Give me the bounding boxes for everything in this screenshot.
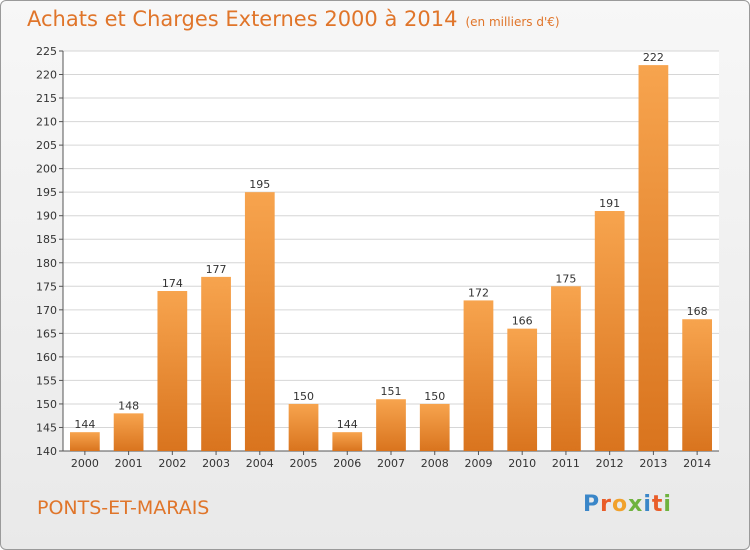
bar xyxy=(288,403,319,451)
logo-letter: o xyxy=(611,492,629,517)
y-tick-label: 195 xyxy=(36,186,57,199)
x-tick-label: 2012 xyxy=(596,457,624,470)
bar xyxy=(376,399,406,451)
bar xyxy=(157,291,188,451)
bar xyxy=(113,413,144,451)
bar xyxy=(682,319,713,451)
x-tick-label: 2005 xyxy=(290,457,318,470)
y-tick-label: 185 xyxy=(36,233,57,246)
x-tick-label: 2010 xyxy=(508,457,536,470)
bar-value-label: 150 xyxy=(424,390,445,403)
bar-value-label: 150 xyxy=(293,390,314,403)
bar-value-label: 172 xyxy=(468,286,489,299)
y-tick-label: 190 xyxy=(36,210,57,223)
x-tick-label: 2001 xyxy=(115,457,143,470)
y-tick-label: 150 xyxy=(36,398,57,411)
x-tick-label: 2003 xyxy=(202,457,230,470)
bar-value-label: 177 xyxy=(206,263,227,276)
logo-letter: t xyxy=(651,492,664,517)
x-tick-label: 2004 xyxy=(246,457,274,470)
y-tick-label: 140 xyxy=(36,445,57,458)
bar-value-label: 144 xyxy=(74,418,95,431)
bar-value-label: 222 xyxy=(643,51,664,64)
chart-subtitle: (en milliers d'€) xyxy=(465,15,560,29)
bar-value-label: 166 xyxy=(512,315,533,328)
logo-letter: i xyxy=(643,492,652,517)
y-tick-label: 175 xyxy=(36,280,57,293)
bar xyxy=(463,300,494,451)
bar xyxy=(332,432,363,451)
bar-value-label: 144 xyxy=(337,418,358,431)
y-tick-label: 165 xyxy=(36,327,57,340)
y-tick-label: 210 xyxy=(36,116,57,129)
bar xyxy=(419,403,450,451)
bar-value-label: 174 xyxy=(162,277,183,290)
bar xyxy=(201,276,231,451)
logo-letter: P xyxy=(583,492,601,517)
y-tick-label: 200 xyxy=(36,163,57,176)
proxiti-logo: Proxiti xyxy=(583,492,672,517)
bar xyxy=(594,211,625,451)
x-tick-label: 2002 xyxy=(158,457,186,470)
chart-title-text: Achats et Charges Externes 2000 à 2014 xyxy=(27,7,458,31)
bar-value-label: 175 xyxy=(555,272,576,285)
x-tick-label: 2000 xyxy=(71,457,99,470)
x-tick-label: 2011 xyxy=(552,457,580,470)
y-tick-label: 160 xyxy=(36,351,57,364)
x-tick-label: 2008 xyxy=(421,457,449,470)
bar-value-label: 195 xyxy=(249,178,270,191)
bar-value-label: 151 xyxy=(381,385,402,398)
x-tick-label: 2014 xyxy=(683,457,711,470)
chart-title: Achats et Charges Externes 2000 à 2014 (e… xyxy=(27,7,560,31)
y-tick-label: 155 xyxy=(36,374,57,387)
place-name: PONTS-ET-MARAIS xyxy=(37,497,210,519)
y-tick-label: 225 xyxy=(36,45,57,58)
logo-letter: i xyxy=(663,492,672,517)
bar-value-label: 148 xyxy=(118,399,139,412)
y-tick-label: 180 xyxy=(36,257,57,270)
x-tick-label: 2007 xyxy=(377,457,405,470)
bar-value-label: 168 xyxy=(687,305,708,318)
bar xyxy=(551,286,581,451)
bar xyxy=(638,65,669,451)
bar xyxy=(507,328,538,451)
bar xyxy=(69,432,100,451)
x-tick-label: 2009 xyxy=(464,457,492,470)
x-tick-label: 2013 xyxy=(639,457,667,470)
logo-letter: x xyxy=(628,492,644,517)
y-tick-label: 220 xyxy=(36,69,57,82)
bar xyxy=(244,192,275,452)
y-tick-label: 170 xyxy=(36,304,57,317)
x-tick-label: 2006 xyxy=(333,457,361,470)
y-tick-label: 215 xyxy=(36,92,57,105)
y-tick-label: 205 xyxy=(36,139,57,152)
y-tick-label: 145 xyxy=(36,421,57,434)
bar-value-label: 191 xyxy=(599,197,620,210)
logo-letter: r xyxy=(600,492,612,517)
